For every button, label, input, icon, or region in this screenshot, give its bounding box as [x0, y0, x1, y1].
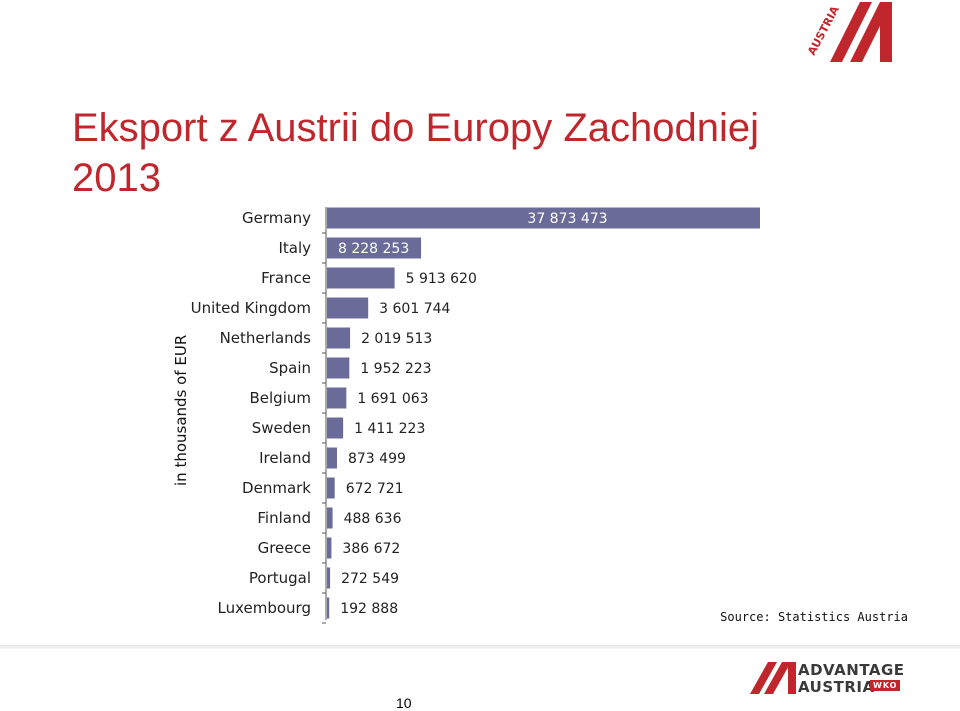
category-label: Italy — [278, 239, 311, 257]
bar-italy — [327, 237, 422, 259]
page-subtitle-year: 2013 — [72, 156, 161, 200]
category-label: Finland — [257, 509, 311, 527]
footer-divider — [0, 645, 960, 649]
data-label: 1 952 223 — [360, 361, 431, 377]
category-label: United Kingdom — [191, 299, 311, 317]
bar-france — [327, 267, 395, 289]
logo-advantage-text: ADVANTAGE — [798, 661, 905, 679]
austria-logo-icon: AUSTRIA — [805, 2, 892, 62]
data-label: 672 721 — [346, 481, 404, 497]
data-label: 3 601 744 — [379, 301, 450, 317]
data-label: 272 549 — [341, 571, 399, 587]
page-title: Eksport z Austrii do Europy Zachodniej — [72, 106, 760, 150]
data-label: 37 873 473 — [527, 211, 607, 227]
logo-wko-badge: WKO — [870, 680, 901, 691]
data-label: 873 499 — [348, 451, 406, 467]
bar-united-kingdom — [327, 297, 369, 319]
data-label: 5 913 620 — [406, 271, 477, 287]
category-label: Denmark — [242, 479, 311, 497]
category-label: Portugal — [249, 569, 311, 587]
category-label: Germany — [242, 209, 311, 227]
bar-denmark — [327, 477, 335, 499]
bar-portugal — [327, 567, 331, 589]
data-label: 1 411 223 — [354, 421, 425, 437]
data-label: 192 888 — [340, 601, 398, 617]
advantage-austria-logo-icon — [750, 662, 796, 694]
bar-belgium — [327, 387, 347, 409]
bar-finland — [327, 507, 333, 529]
bar-sweden — [327, 417, 344, 439]
bar-spain — [327, 357, 350, 379]
data-label: 1 691 063 — [357, 391, 428, 407]
bar-germany — [327, 207, 760, 229]
export-bar-chart: Germany 37 873 473 Italy 8 228 253 France 5 9… — [191, 207, 760, 624]
bar-greece — [327, 537, 332, 559]
data-label: 8 228 253 — [338, 241, 409, 257]
category-label: Ireland — [259, 449, 311, 467]
category-label: Spain — [269, 359, 311, 377]
bar-luxembourg — [327, 597, 330, 619]
source-note: Source: Statistics Austria — [720, 610, 908, 624]
page-number: 10 — [396, 695, 412, 711]
data-label: 488 636 — [344, 511, 402, 527]
data-label: 386 672 — [342, 541, 400, 557]
data-label: 2 019 513 — [361, 331, 432, 347]
category-label: Greece — [258, 539, 311, 557]
logo-austria-footer-text: AUSTRIA — [798, 678, 875, 696]
bar-netherlands — [327, 327, 351, 349]
category-label: Belgium — [250, 389, 312, 407]
bar-ireland — [327, 447, 337, 469]
category-label: Netherlands — [220, 329, 312, 347]
category-label: France — [261, 269, 311, 287]
category-label: Sweden — [252, 419, 311, 437]
category-label: Luxembourg — [218, 599, 312, 617]
